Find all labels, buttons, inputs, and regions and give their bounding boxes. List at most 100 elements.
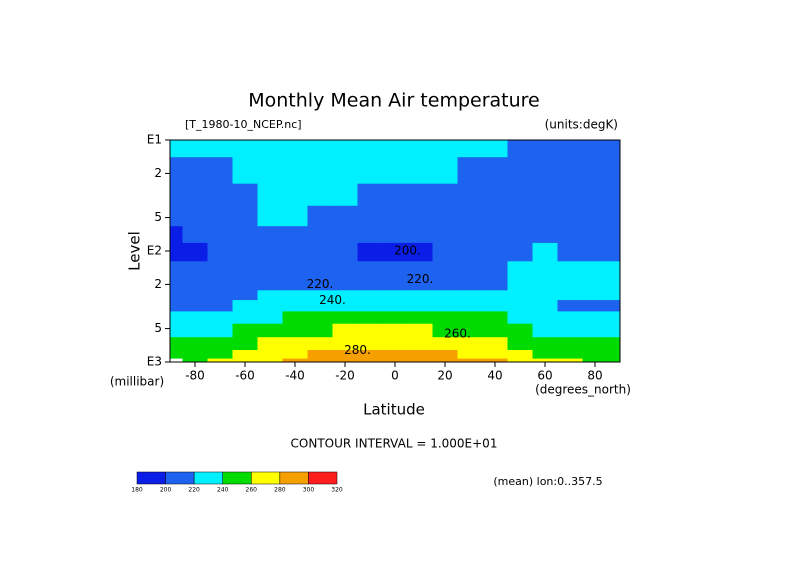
contour-cell xyxy=(182,140,208,158)
contour-cell xyxy=(257,242,283,262)
contour-cell xyxy=(207,299,233,312)
contour-cell xyxy=(582,260,608,278)
contour-cell xyxy=(457,358,483,363)
contour-cell xyxy=(607,323,621,338)
contour-cell xyxy=(407,323,433,338)
contour-cell xyxy=(307,310,333,324)
contour-cell xyxy=(170,242,183,262)
y-unit: (millibar) xyxy=(110,375,164,389)
contour-cell xyxy=(507,299,533,312)
contour-cell xyxy=(457,310,483,324)
contour-cell xyxy=(257,260,283,278)
contour-cell xyxy=(182,358,208,363)
contour-cell xyxy=(407,310,433,324)
contour-cell xyxy=(257,323,283,338)
contour-cell xyxy=(357,349,383,359)
contour-cell xyxy=(282,225,308,243)
contour-cell xyxy=(482,349,508,359)
contour-cell xyxy=(307,336,333,350)
contour-cell xyxy=(282,310,308,324)
contour-cell xyxy=(557,183,583,206)
contour-cell xyxy=(607,310,621,324)
contour-cell xyxy=(207,205,233,227)
contour-cell xyxy=(582,349,608,359)
file-label: [T_1980-10_NCEP.nc] xyxy=(185,118,302,131)
contour-cell xyxy=(307,277,333,291)
contour-cell xyxy=(382,336,408,350)
contour-cell xyxy=(307,260,333,278)
chart-title: Monthly Mean Air temperature xyxy=(248,90,539,112)
contour-cell xyxy=(432,323,458,338)
contour-cell xyxy=(532,156,558,184)
contour-cell xyxy=(532,260,558,278)
contour-cell xyxy=(382,299,408,312)
contour-cell xyxy=(182,225,208,243)
contour-cell xyxy=(607,242,621,262)
contour-cell xyxy=(257,156,283,184)
contour-cell xyxy=(207,156,233,184)
contour-cell xyxy=(557,336,583,350)
contour-cell xyxy=(557,323,583,338)
contour-cell xyxy=(532,277,558,291)
contour-cell xyxy=(582,242,608,262)
contour-cell xyxy=(532,140,558,158)
contour-cell xyxy=(307,242,333,262)
contour-cell xyxy=(307,349,333,359)
contour-cell xyxy=(482,183,508,206)
contour-cell xyxy=(382,140,408,158)
contour-cell xyxy=(557,260,583,278)
colorbar-label: 240 xyxy=(217,487,229,494)
contour-cell xyxy=(282,260,308,278)
colorbar-label: 280 xyxy=(274,487,286,494)
contour-cell xyxy=(332,299,358,312)
colorbar-box xyxy=(251,471,281,485)
colorbar-label: 260 xyxy=(246,487,258,494)
contour-cell xyxy=(307,156,333,184)
contour-cell xyxy=(282,289,308,301)
contour-cell xyxy=(332,358,358,363)
x-axis-title: Latitude xyxy=(363,401,425,419)
contour-cell xyxy=(232,323,258,338)
contour-cell xyxy=(207,323,233,338)
colorbar-box xyxy=(193,471,223,485)
contour-cell xyxy=(582,358,608,363)
contour-cell xyxy=(382,183,408,206)
contour-cell xyxy=(332,336,358,350)
contour-cell xyxy=(507,205,533,227)
contour-cell xyxy=(232,156,258,184)
contour-cell xyxy=(170,310,183,324)
contour-cell xyxy=(232,310,258,324)
contour-cell xyxy=(170,349,183,359)
contour-cell xyxy=(432,140,458,158)
contour-cell xyxy=(607,358,621,363)
contour-cell xyxy=(232,225,258,243)
contour-cell xyxy=(432,349,458,359)
contour-cell xyxy=(532,336,558,350)
contour-cell xyxy=(532,205,558,227)
contour-cell xyxy=(357,156,383,184)
contour-cell xyxy=(482,310,508,324)
contour-cell xyxy=(532,358,558,363)
contour-cell xyxy=(232,349,258,359)
contour-cell xyxy=(182,323,208,338)
contour-cell xyxy=(357,242,383,262)
contour-cell xyxy=(457,289,483,301)
contour-cell xyxy=(507,225,533,243)
contour-cell xyxy=(607,277,621,291)
contour-cell xyxy=(557,310,583,324)
contour-cell xyxy=(332,310,358,324)
contour-cell xyxy=(382,289,408,301)
contour-cell xyxy=(232,205,258,227)
contour-cell xyxy=(257,277,283,291)
contour-cell xyxy=(282,323,308,338)
contour-cell xyxy=(407,225,433,243)
contour-cell xyxy=(232,260,258,278)
y-tick-label: 5 xyxy=(154,210,162,224)
contour-cell xyxy=(432,277,458,291)
contour-cell xyxy=(482,336,508,350)
contour-cell xyxy=(582,310,608,324)
contour-cell xyxy=(407,358,433,363)
contour-cell xyxy=(407,205,433,227)
contour-cell xyxy=(357,336,383,350)
contour-cell xyxy=(507,183,533,206)
